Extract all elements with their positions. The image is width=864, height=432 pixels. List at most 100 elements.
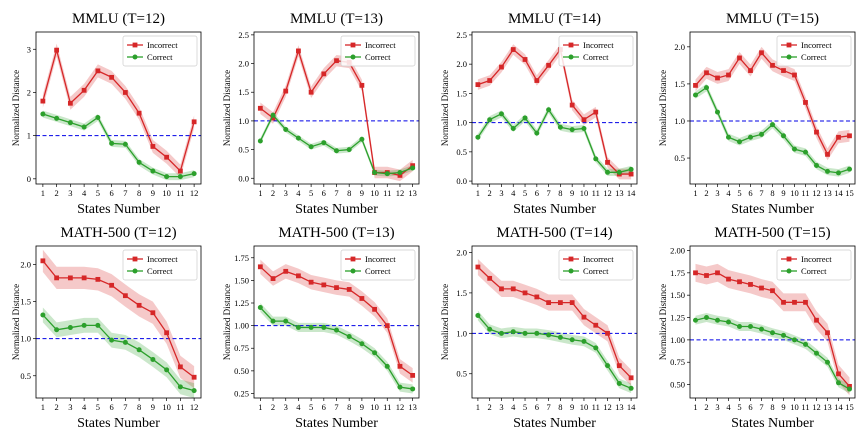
legend-label-incorrect: Incorrect — [801, 40, 832, 50]
data-point-correct — [616, 169, 622, 175]
x-tick-label: 13 — [408, 188, 417, 198]
y-tick-label: 1.75 — [234, 253, 249, 263]
x-tick-label: 11 — [801, 402, 809, 412]
data-point-incorrect — [510, 47, 516, 52]
data-point-correct — [308, 144, 314, 150]
legend-box — [558, 249, 634, 281]
x-tick-label: 14 — [627, 402, 636, 412]
data-point-correct — [825, 359, 830, 365]
data-point-correct — [581, 338, 587, 344]
legend-marker-incorrect — [568, 42, 574, 48]
data-point-incorrect — [522, 57, 528, 62]
legend-marker-correct — [350, 54, 356, 60]
data-point-correct — [475, 313, 481, 319]
data-point-correct — [693, 317, 698, 323]
data-point-correct — [836, 170, 841, 176]
y-tick-label: 1.50 — [670, 290, 685, 300]
data-point-correct — [726, 134, 731, 140]
data-point-correct — [191, 171, 197, 177]
x-tick-label: 1 — [41, 188, 45, 198]
x-tick-label: 1 — [693, 188, 697, 198]
legend-box — [776, 35, 852, 67]
x-tick-label: 4 — [726, 402, 731, 412]
data-point-incorrect — [510, 286, 516, 292]
data-point-incorrect — [136, 110, 142, 116]
data-point-incorrect — [67, 275, 73, 281]
data-point-correct — [397, 384, 403, 390]
data-point-incorrect — [81, 275, 87, 281]
data-point-correct — [605, 363, 611, 369]
y-tick-label: 0.75 — [234, 343, 249, 353]
data-point-correct — [498, 330, 504, 336]
data-point-incorrect — [616, 363, 622, 369]
data-point-correct — [384, 171, 390, 177]
data-point-correct — [270, 318, 276, 324]
x-tick-label: 5 — [96, 402, 100, 412]
x-tick-label: 12 — [396, 188, 405, 198]
data-point-correct — [384, 363, 390, 369]
x-tick-label: 10 — [790, 402, 799, 412]
x-tick-label: 9 — [570, 188, 574, 198]
chart-title: MATH-500 (T=12) — [60, 225, 176, 241]
y-tick-label: 2.0 — [20, 260, 31, 270]
y-tick-label: 1.0 — [674, 116, 685, 126]
data-point-correct — [715, 109, 720, 115]
x-tick-label: 5 — [523, 188, 527, 198]
data-point-incorrect — [499, 286, 504, 292]
data-point-incorrect — [825, 151, 830, 157]
data-point-incorrect — [308, 89, 314, 95]
data-point-correct — [270, 112, 276, 118]
data-point-correct — [522, 115, 528, 121]
data-point-incorrect — [836, 134, 841, 140]
data-point-correct — [781, 133, 786, 139]
series-line-incorrect — [477, 48, 632, 175]
legend: Incorrect Correct — [340, 35, 416, 67]
x-tick-label: 7 — [546, 188, 550, 198]
chart-title: MMLU (T=12) — [72, 11, 165, 27]
series-band-correct — [42, 110, 195, 181]
data-point-correct — [136, 347, 142, 353]
data-point-incorrect — [81, 87, 87, 93]
data-point-incorrect — [737, 55, 742, 61]
y-tick-label: 3 — [27, 44, 31, 54]
data-point-correct — [704, 85, 709, 91]
y-tick-label: 2 — [27, 87, 31, 97]
x-tick-label: 4 — [511, 188, 516, 198]
x-tick-label: 2 — [55, 188, 59, 198]
x-tick-label: 6 — [535, 402, 539, 412]
series-band-correct — [477, 310, 632, 394]
x-tick-label: 8 — [347, 402, 351, 412]
x-tick-label: 13 — [823, 188, 832, 198]
data-point-incorrect — [164, 330, 170, 336]
x-tick-label: 14 — [834, 402, 843, 412]
legend-label-correct: Correct — [147, 52, 173, 62]
x-tick-label: 9 — [781, 402, 785, 412]
data-point-correct — [593, 345, 599, 351]
data-point-incorrect — [109, 74, 115, 80]
data-point-correct — [628, 166, 634, 172]
legend-marker-incorrect — [786, 256, 792, 262]
y-tick-label: 1.0 — [456, 118, 467, 128]
data-point-incorrect — [122, 90, 128, 95]
y-tick-label: 1.5 — [238, 87, 249, 97]
data-point-correct — [792, 337, 797, 343]
y-tick-label: 1.5 — [456, 288, 467, 298]
x-tick-label: 3 — [715, 188, 719, 198]
y-tick-label: 0.5 — [456, 147, 467, 157]
y-tick-label: 0.25 — [234, 388, 249, 398]
data-point-correct — [759, 326, 764, 332]
legend-marker-incorrect — [132, 42, 138, 48]
legend: Incorrect Correct — [122, 249, 198, 281]
data-point-correct — [95, 322, 101, 328]
y-tick-label: 0.75 — [670, 357, 685, 367]
data-point-incorrect — [792, 299, 797, 305]
series-band-incorrect — [477, 44, 632, 180]
legend: Incorrect Correct — [122, 35, 198, 67]
y-tick-label: 1.0 — [238, 116, 249, 126]
x-tick-label: 5 — [96, 188, 100, 198]
data-point-correct — [803, 149, 808, 155]
plot-frame — [35, 31, 202, 185]
data-point-incorrect — [334, 58, 339, 64]
data-point-correct — [546, 107, 552, 113]
chart-title: MMLU (T=15) — [726, 11, 819, 27]
